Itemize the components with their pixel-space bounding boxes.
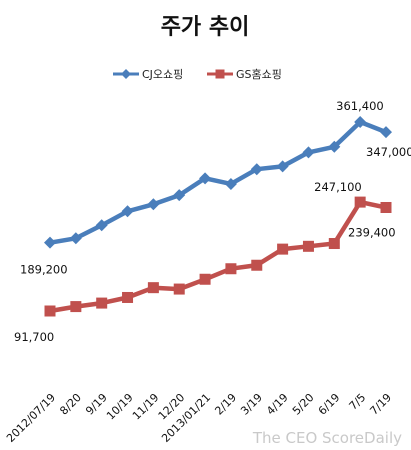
series-1-point-4: [147, 282, 159, 294]
series-1-point-3: [122, 291, 134, 303]
series-1-point-11: [328, 238, 340, 250]
series-1-point-10: [302, 240, 314, 252]
series-1-point-1: [70, 301, 82, 313]
legend-label-cj: CJ오쇼핑: [142, 68, 183, 81]
series-0-point-4: [147, 198, 160, 211]
x-tick-label: 10/19: [104, 391, 136, 423]
data-label-0-0: 189,200: [20, 263, 68, 277]
data-label-0-13: 347,000: [366, 145, 411, 159]
series-1-point-8: [251, 259, 263, 271]
x-tick-label: 2/19: [212, 391, 239, 418]
x-tick-label: 8/20: [57, 391, 84, 418]
series-1-point-2: [96, 297, 108, 309]
series-0-point-9: [276, 160, 289, 173]
series-line-1: [49, 199, 387, 314]
legend: CJ오쇼핑 GS홈쇼핑: [113, 67, 282, 81]
series-0-point-2: [95, 219, 108, 232]
legend-marker-cj: [121, 69, 131, 79]
series-1-point-0: [44, 305, 56, 317]
legend-marker-gs: [215, 69, 225, 79]
series-0-point-1: [69, 232, 82, 245]
data-label-1-13: 239,400: [348, 225, 396, 239]
series-0-point-11: [328, 140, 341, 153]
series-0-point-10: [302, 146, 315, 159]
chart-title: 주가 추이: [161, 15, 250, 40]
x-tick-label: 11/19: [130, 391, 162, 423]
data-label-1-12: 247,100: [314, 180, 362, 194]
series-1-point-6: [199, 273, 211, 285]
series-1-point-7: [225, 263, 237, 275]
x-tick-label: 5/20: [290, 391, 317, 418]
watermark: The CEO ScoreDaily: [252, 429, 402, 447]
x-tick-label: 2012/07/19: [4, 391, 58, 445]
data-label-layer: 189,200 361,400 347,000 91,700 247,100 239,40…: [14, 99, 411, 344]
series-0-point-13: [380, 126, 392, 139]
series-1-point-5: [173, 283, 185, 295]
legend-label-gs: GS홈쇼핑: [236, 67, 282, 81]
x-tick-label: 7/5: [347, 391, 369, 413]
series-0-point-7: [224, 177, 237, 190]
series-0-point-3: [121, 205, 134, 218]
x-tick-label: 7/19: [367, 391, 394, 418]
series-1-point-13: [380, 201, 392, 213]
series-1-point-9: [277, 243, 289, 255]
x-tick-label: 6/19: [316, 391, 343, 418]
series-layer: [44, 116, 392, 317]
series-1-point-12: [354, 196, 366, 208]
series-0-point-12: [354, 116, 367, 128]
series-0-point-6: [199, 172, 212, 185]
data-label-1-0: 91,700: [14, 330, 54, 344]
data-label-0-12: 361,400: [336, 99, 384, 113]
series-0-point-8: [250, 163, 263, 176]
x-tick-label: 4/19: [264, 391, 291, 418]
series-0-point-0: [44, 236, 56, 249]
x-tick-label: 3/19: [238, 391, 265, 418]
series-0-point-5: [173, 189, 186, 202]
